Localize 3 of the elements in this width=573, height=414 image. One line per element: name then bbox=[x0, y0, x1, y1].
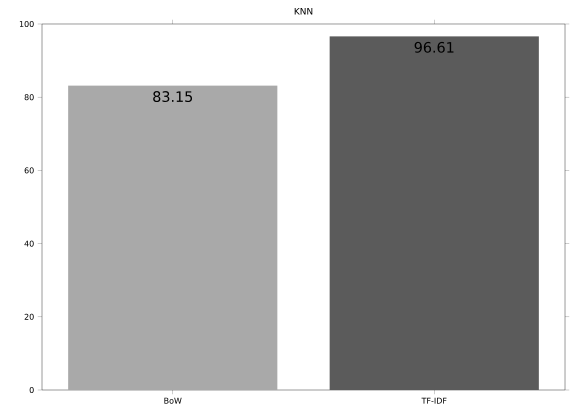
data-label: 96.61 bbox=[414, 42, 454, 53]
data-label: 83.15 bbox=[153, 91, 192, 102]
chart-title: KNN bbox=[294, 8, 312, 14]
